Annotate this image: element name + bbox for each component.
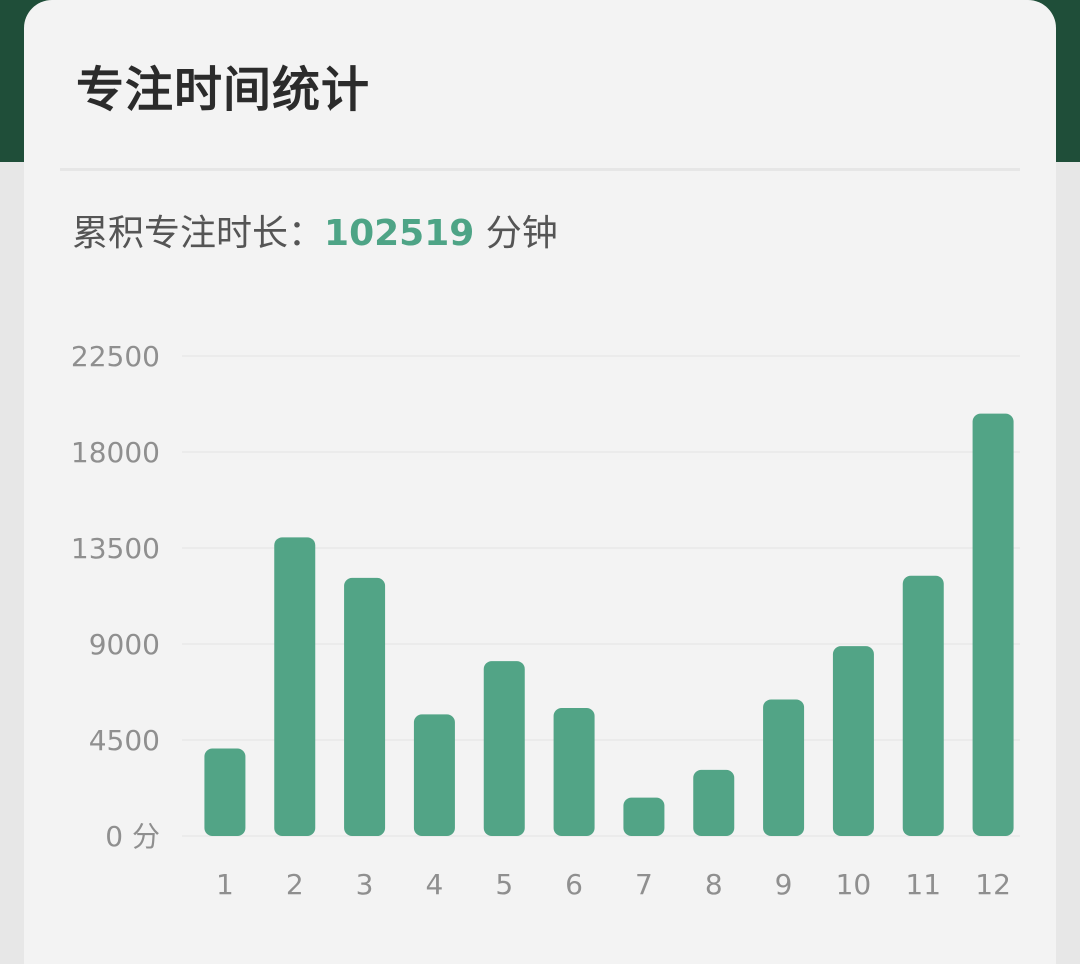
bar-month-4 [413, 714, 455, 836]
x-tick-label: 2 [286, 868, 304, 901]
x-tick-label: 12 [975, 868, 1011, 901]
x-tick-label: 10 [836, 868, 872, 901]
x-tick-label: 3 [356, 868, 374, 901]
bar-month-12 [972, 413, 1014, 836]
bar-month-10 [832, 646, 874, 836]
y-tick-label: 4500 [89, 724, 160, 757]
x-tick-label: 9 [775, 868, 793, 901]
card-title: 专注时间统计 [76, 62, 371, 118]
y-tick-label: 0 分 [105, 820, 160, 853]
bar-month-3 [344, 577, 386, 836]
summary-label: 累积专注时长： [72, 213, 325, 254]
bar-month-9 [763, 699, 805, 836]
x-tick-label: 5 [495, 868, 513, 901]
x-tick-label: 11 [905, 868, 941, 901]
bar-month-2 [274, 537, 316, 836]
total-focus-summary: 累积专注时长：102519 分钟 [72, 212, 558, 255]
x-tick-label: 1 [216, 868, 234, 901]
summary-unit: 分钟 [485, 213, 558, 254]
title-divider [60, 168, 1020, 171]
x-tick-label: 7 [635, 868, 653, 901]
y-tick-label: 13500 [71, 532, 160, 565]
y-tick-label: 22500 [71, 340, 160, 373]
bar-month-7 [623, 797, 665, 836]
bar-month-11 [902, 575, 944, 836]
focus-stats-card: 专注时间统计 累积专注时长：102519 分钟 0 分 4500 9000 13500… [24, 0, 1056, 964]
x-tick-label: 4 [426, 868, 444, 901]
y-tick-label: 9000 [89, 628, 160, 661]
x-tick-label: 8 [705, 868, 723, 901]
bar-month-6 [553, 708, 595, 836]
bar-month-8 [693, 769, 735, 836]
bar-month-1 [204, 748, 246, 836]
bar-month-5 [483, 661, 525, 836]
x-tick-label: 6 [565, 868, 583, 901]
y-tick-label: 18000 [71, 436, 160, 469]
total-focus-value: 102519 [324, 213, 475, 254]
